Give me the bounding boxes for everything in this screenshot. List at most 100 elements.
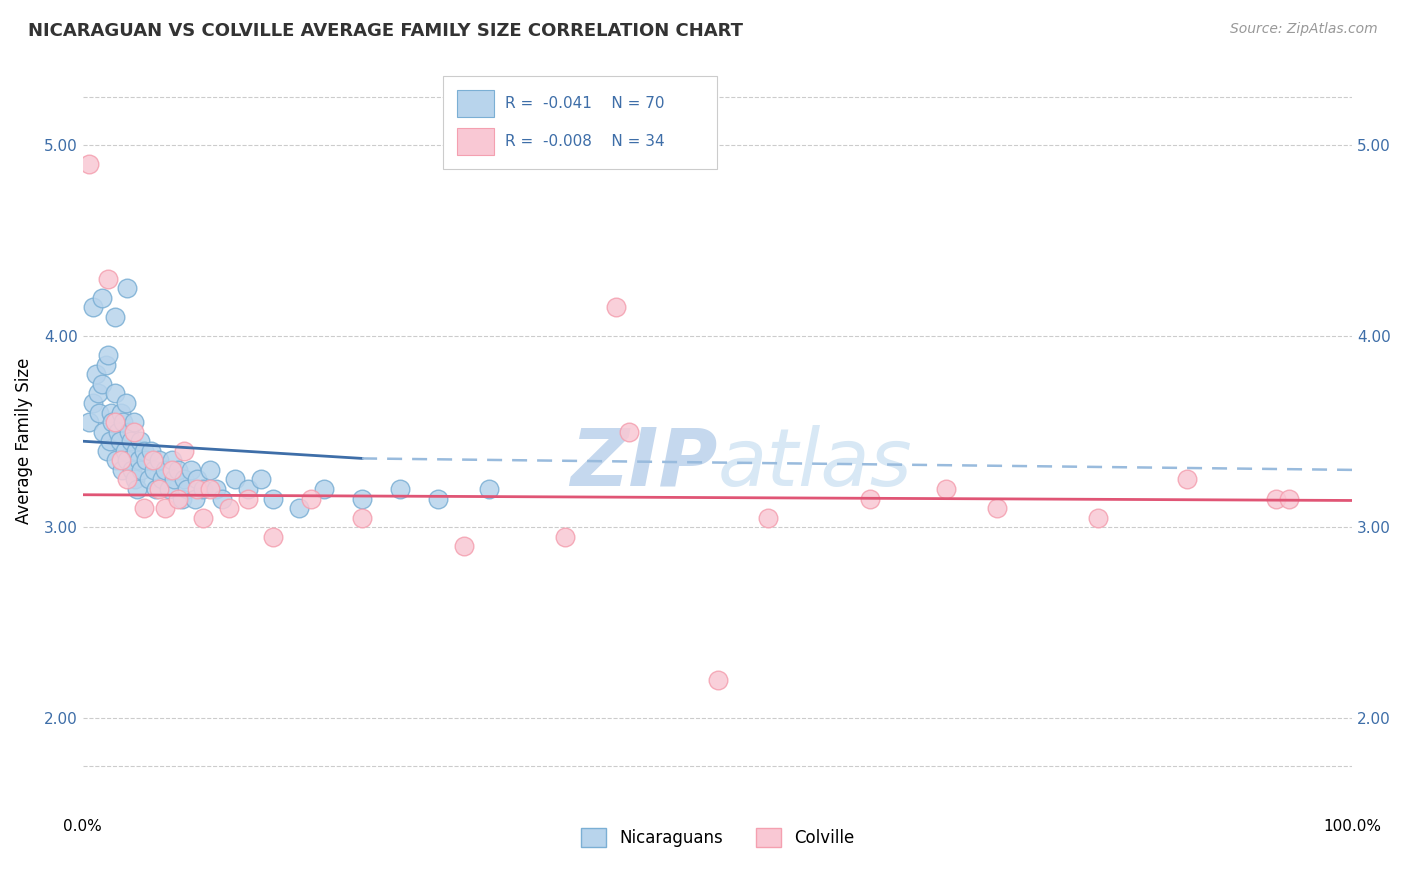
Point bbox=[198, 482, 221, 496]
Point bbox=[218, 501, 240, 516]
Point bbox=[77, 157, 100, 171]
Point bbox=[98, 434, 121, 449]
Point bbox=[128, 453, 150, 467]
Point bbox=[91, 425, 114, 439]
Text: R =  -0.041    N = 70: R = -0.041 N = 70 bbox=[505, 96, 664, 111]
Point bbox=[167, 491, 190, 506]
Point bbox=[1087, 510, 1109, 524]
Point bbox=[287, 501, 309, 516]
Point bbox=[94, 358, 117, 372]
Point bbox=[1175, 473, 1198, 487]
Point bbox=[111, 463, 134, 477]
Point bbox=[124, 473, 146, 487]
Point bbox=[114, 443, 136, 458]
Point bbox=[706, 673, 728, 687]
Point bbox=[96, 443, 118, 458]
Point bbox=[141, 443, 163, 458]
Point bbox=[148, 453, 170, 467]
Point bbox=[115, 396, 138, 410]
Point bbox=[756, 510, 779, 524]
Point bbox=[82, 396, 104, 410]
Point bbox=[82, 301, 104, 315]
Point bbox=[1265, 491, 1288, 506]
Point bbox=[101, 415, 124, 429]
Point bbox=[236, 491, 259, 506]
Point bbox=[352, 491, 374, 506]
Point bbox=[110, 406, 132, 420]
Point bbox=[170, 491, 193, 506]
Point bbox=[193, 482, 215, 496]
Point bbox=[121, 463, 143, 477]
Point bbox=[117, 281, 139, 295]
Point bbox=[167, 463, 190, 477]
Point bbox=[986, 501, 1008, 516]
Point bbox=[122, 415, 145, 429]
Point bbox=[100, 406, 122, 420]
Point bbox=[186, 473, 208, 487]
Point bbox=[129, 463, 152, 477]
Point bbox=[87, 386, 110, 401]
Point bbox=[107, 425, 129, 439]
Point bbox=[110, 453, 132, 467]
Point bbox=[142, 453, 165, 467]
Point bbox=[103, 386, 125, 401]
Point bbox=[77, 415, 100, 429]
Point bbox=[108, 434, 131, 449]
Point bbox=[198, 463, 221, 477]
Point bbox=[142, 463, 165, 477]
Point bbox=[157, 482, 180, 496]
Point bbox=[1278, 491, 1301, 506]
Point bbox=[173, 443, 195, 458]
Point bbox=[478, 482, 501, 496]
Point bbox=[262, 491, 284, 506]
Point bbox=[127, 482, 149, 496]
Point bbox=[155, 501, 177, 516]
Point bbox=[173, 473, 195, 487]
Point bbox=[104, 453, 127, 467]
Point bbox=[224, 473, 246, 487]
Point bbox=[249, 473, 271, 487]
Point bbox=[211, 491, 233, 506]
Text: atlas: atlas bbox=[717, 425, 912, 502]
Point bbox=[262, 530, 284, 544]
Point bbox=[150, 473, 173, 487]
Point bbox=[617, 425, 640, 439]
Point bbox=[84, 368, 107, 382]
Point bbox=[180, 463, 202, 477]
Point bbox=[90, 291, 112, 305]
Text: Source: ZipAtlas.com: Source: ZipAtlas.com bbox=[1230, 22, 1378, 37]
Point bbox=[148, 482, 170, 496]
Point bbox=[352, 510, 374, 524]
Point bbox=[427, 491, 450, 506]
Point bbox=[176, 482, 198, 496]
Point bbox=[122, 425, 145, 439]
Point bbox=[935, 482, 957, 496]
Point bbox=[90, 376, 112, 391]
Point bbox=[97, 348, 120, 362]
Point bbox=[205, 482, 228, 496]
Point bbox=[117, 425, 139, 439]
Point bbox=[312, 482, 335, 496]
Point bbox=[97, 272, 120, 286]
Point bbox=[103, 415, 125, 429]
Point bbox=[183, 491, 205, 506]
Point bbox=[163, 473, 186, 487]
Point bbox=[132, 443, 155, 458]
Point bbox=[605, 301, 627, 315]
Point bbox=[138, 473, 160, 487]
Point bbox=[389, 482, 412, 496]
Text: R =  -0.008    N = 34: R = -0.008 N = 34 bbox=[505, 135, 665, 149]
Point bbox=[155, 463, 177, 477]
Point bbox=[132, 501, 155, 516]
Point bbox=[193, 510, 215, 524]
Point bbox=[120, 434, 142, 449]
Point bbox=[103, 310, 125, 324]
Point bbox=[117, 453, 139, 467]
Point bbox=[117, 473, 139, 487]
Point bbox=[554, 530, 576, 544]
Point bbox=[859, 491, 882, 506]
Point bbox=[125, 443, 148, 458]
Point bbox=[160, 463, 183, 477]
Text: NICARAGUAN VS COLVILLE AVERAGE FAMILY SIZE CORRELATION CHART: NICARAGUAN VS COLVILLE AVERAGE FAMILY SI… bbox=[28, 22, 744, 40]
Point bbox=[236, 482, 259, 496]
